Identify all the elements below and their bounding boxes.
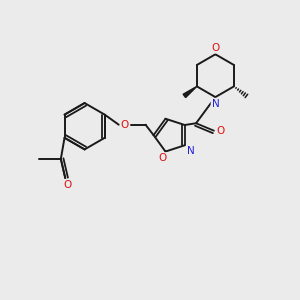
Text: O: O (211, 43, 220, 53)
Text: O: O (216, 126, 225, 136)
Text: N: N (188, 146, 195, 156)
Text: N: N (212, 99, 219, 109)
Text: O: O (121, 120, 129, 130)
Polygon shape (183, 86, 197, 98)
Text: O: O (64, 180, 72, 190)
Text: O: O (158, 153, 166, 163)
